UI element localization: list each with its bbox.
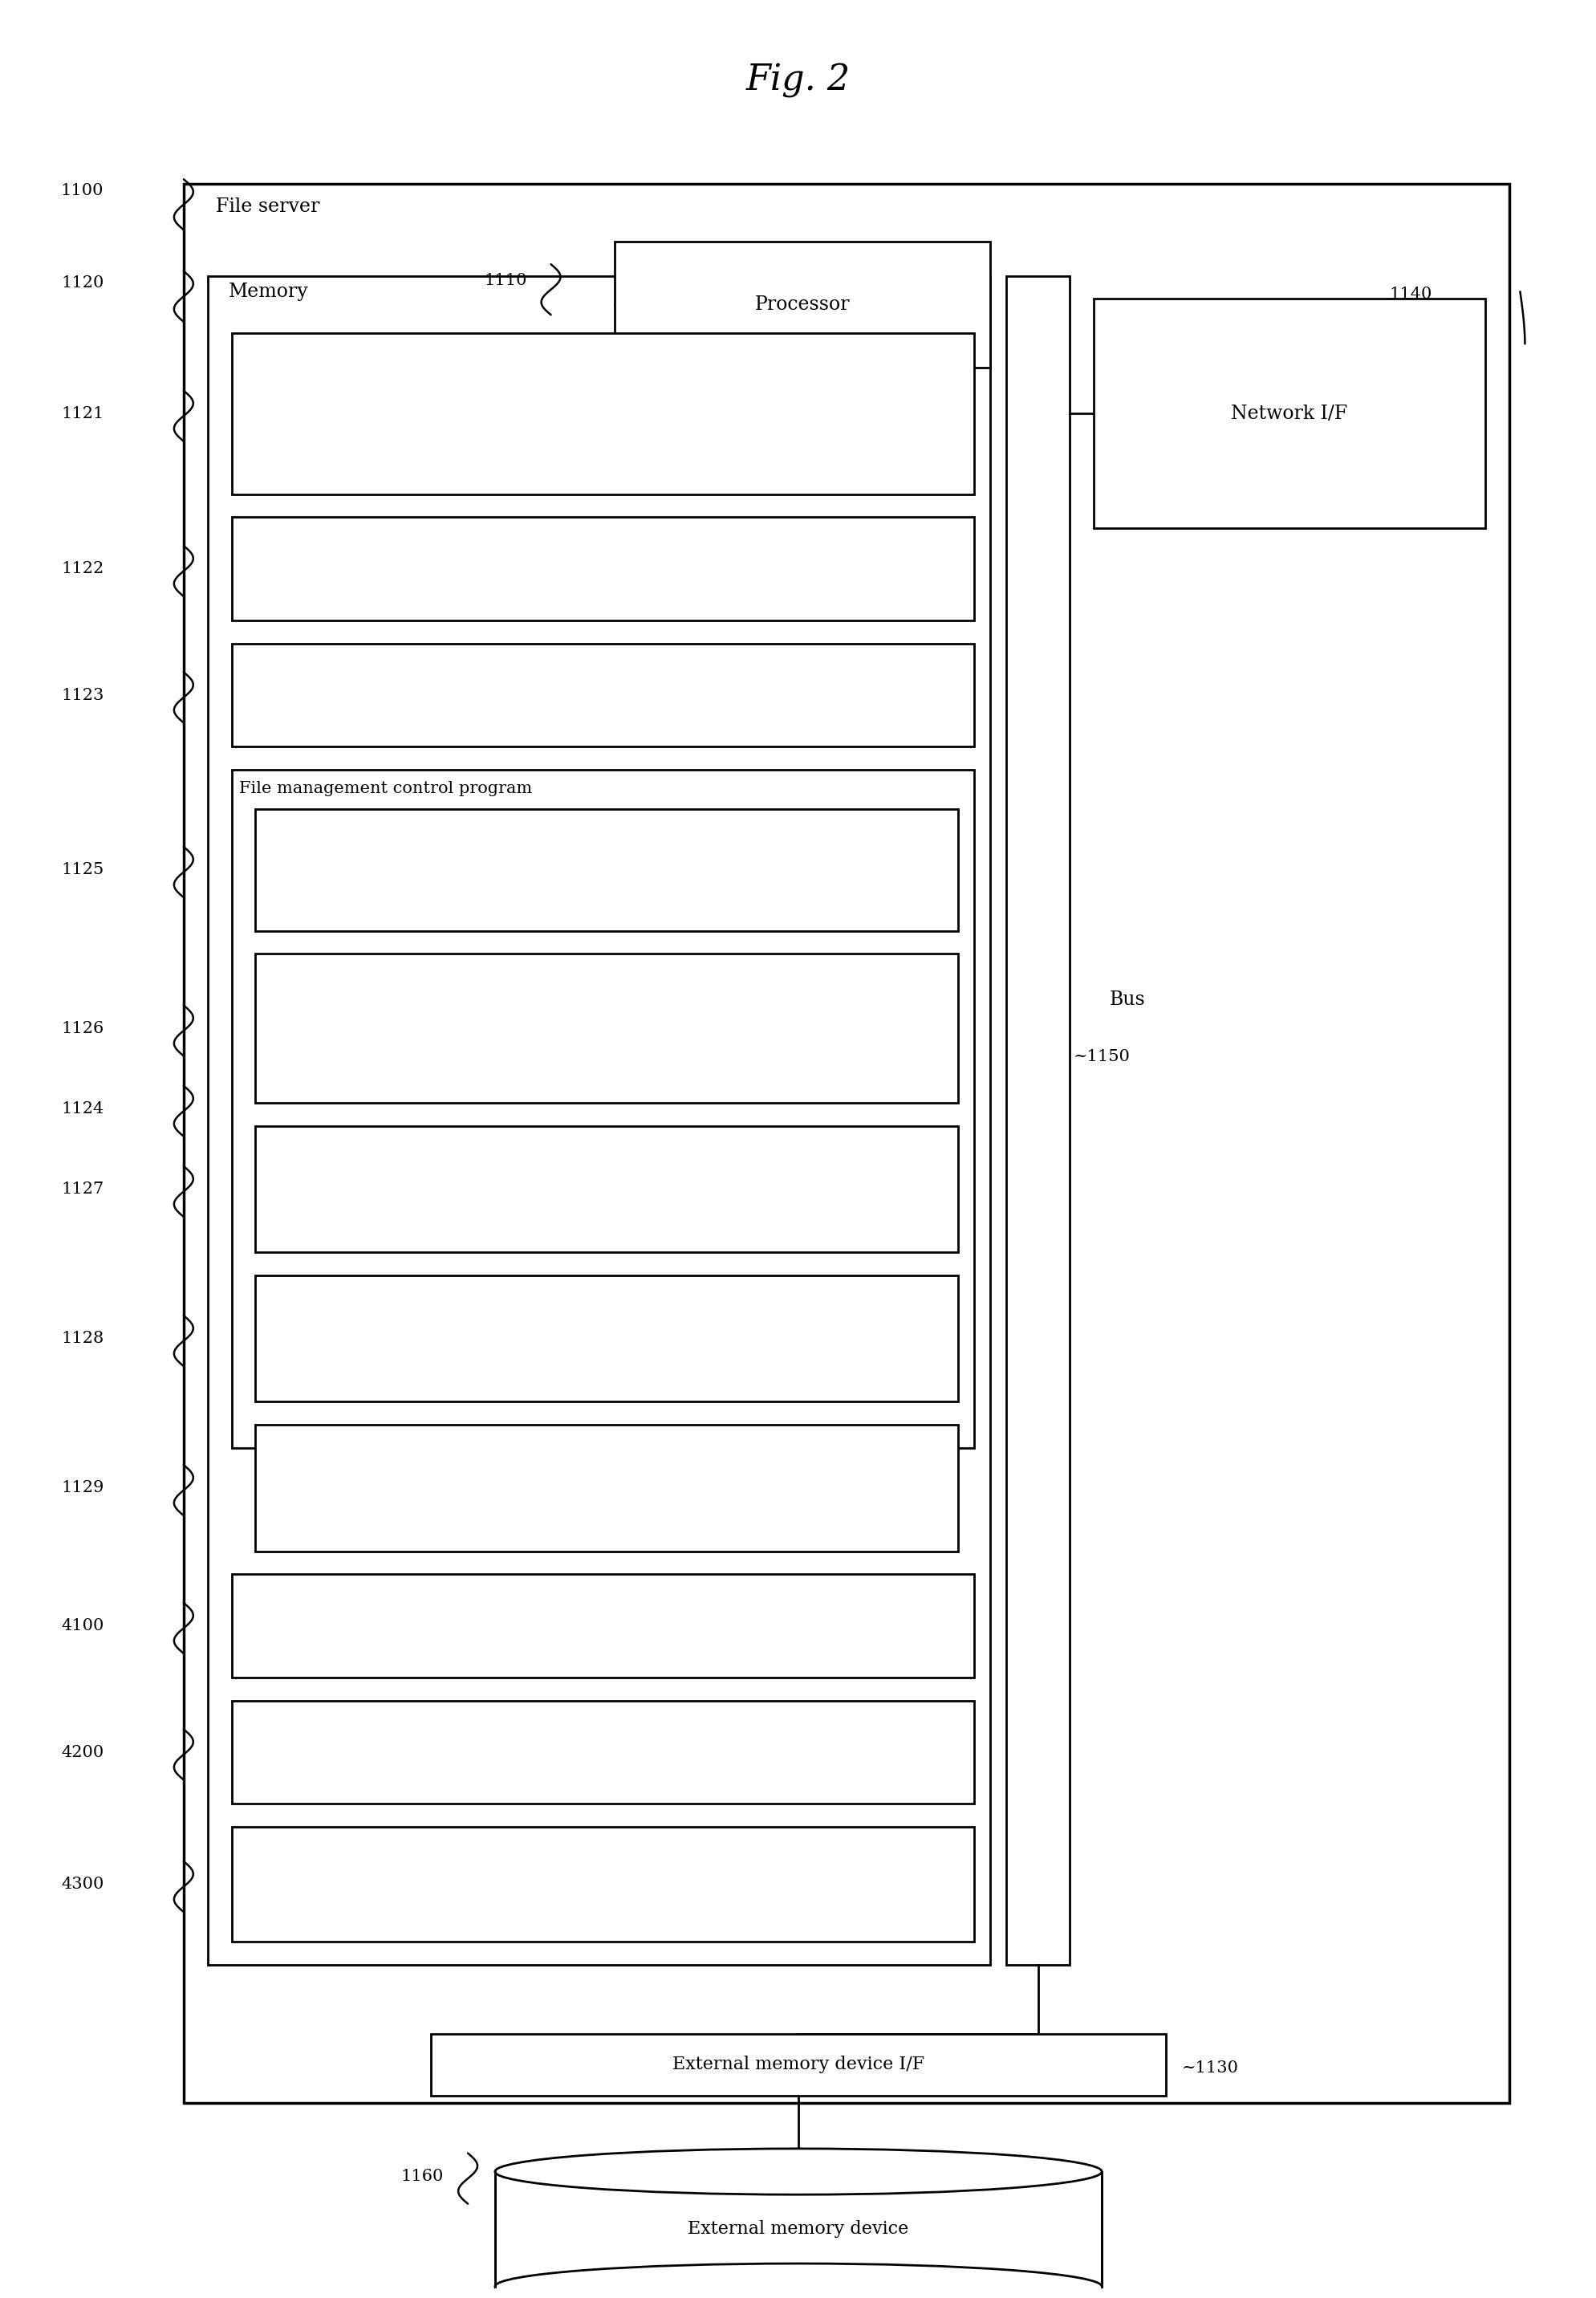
Text: 1129: 1129 <box>61 1480 104 1496</box>
Bar <box>495 2287 1101 2298</box>
Text: 1100: 1100 <box>61 184 104 198</box>
Text: 1126: 1126 <box>61 1020 104 1036</box>
Bar <box>231 1574 974 1678</box>
Text: 1125: 1125 <box>61 862 104 878</box>
Bar <box>231 1701 974 1804</box>
Text: Virtual file system management
control sub-program: Virtual file system management control s… <box>471 1011 742 1046</box>
Text: ~1130: ~1130 <box>1181 2061 1238 2075</box>
Text: 1160: 1160 <box>401 2169 444 2183</box>
Text: 1140: 1140 <box>1389 287 1432 301</box>
Bar <box>231 333 974 494</box>
Text: External memory device I/F control
program: External memory device I/F control progr… <box>452 398 753 430</box>
Text: Virtual file system management table: Virtual file system management table <box>442 1877 763 1891</box>
Bar <box>431 2034 1165 2096</box>
Bar <box>1005 276 1069 1965</box>
Text: Bus: Bus <box>1109 990 1144 1009</box>
Text: Processor: Processor <box>755 294 849 315</box>
Text: 4100: 4100 <box>61 1618 104 1634</box>
Text: Stored file management table: Stored file management table <box>476 1744 729 1760</box>
Text: Duplicate elimination control
sub-program: Duplicate elimination control sub-progra… <box>482 853 731 887</box>
Text: 1120: 1120 <box>61 276 104 290</box>
Text: 1127: 1127 <box>61 1181 104 1197</box>
Bar <box>1093 299 1484 529</box>
Text: 1122: 1122 <box>61 561 104 577</box>
Bar <box>255 954 958 1103</box>
Bar <box>231 1827 974 1942</box>
Bar <box>255 1126 958 1252</box>
Text: External memory device I/F: External memory device I/F <box>672 2057 924 2073</box>
Text: 1121: 1121 <box>61 407 104 421</box>
Text: File server: File server <box>215 198 319 216</box>
Text: File service control program: File service control program <box>480 687 725 703</box>
Text: Registered file management table: Registered file management table <box>458 1618 747 1634</box>
Text: 1123: 1123 <box>61 687 104 703</box>
Text: External memory device: External memory device <box>688 2220 908 2238</box>
Bar <box>255 1275 958 1402</box>
Text: 1110: 1110 <box>484 273 527 287</box>
Text: Network I/F: Network I/F <box>1231 404 1347 423</box>
Text: 4300: 4300 <box>61 1877 104 1891</box>
Text: 1128: 1128 <box>61 1331 104 1347</box>
Text: Memory: Memory <box>228 283 308 301</box>
Text: Virtual path name conversion
control sub-program: Virtual path name conversion control sub… <box>480 1321 733 1356</box>
Text: File management control program: File management control program <box>239 781 533 797</box>
Text: Trigger communication control
sub-program: Trigger communication control sub-progra… <box>474 1172 739 1206</box>
Text: Duplicate file metadata control
sub-program: Duplicate file metadata control sub-prog… <box>474 1471 739 1505</box>
Text: 4200: 4200 <box>61 1744 104 1760</box>
Bar <box>495 2172 1101 2287</box>
Text: 1124: 1124 <box>61 1101 104 1117</box>
Ellipse shape <box>495 2264 1101 2298</box>
Bar <box>231 643 974 747</box>
Bar <box>614 241 990 368</box>
Text: Fig. 2: Fig. 2 <box>745 62 851 99</box>
Bar <box>255 1425 958 1551</box>
Text: ~1150: ~1150 <box>1073 1050 1130 1064</box>
Bar <box>255 809 958 931</box>
Ellipse shape <box>495 2149 1101 2195</box>
Bar <box>184 184 1508 2103</box>
Text: Network I/F control program: Network I/F control program <box>479 561 726 577</box>
Bar <box>231 517 974 620</box>
Bar <box>231 770 974 1448</box>
Bar <box>207 276 990 1965</box>
